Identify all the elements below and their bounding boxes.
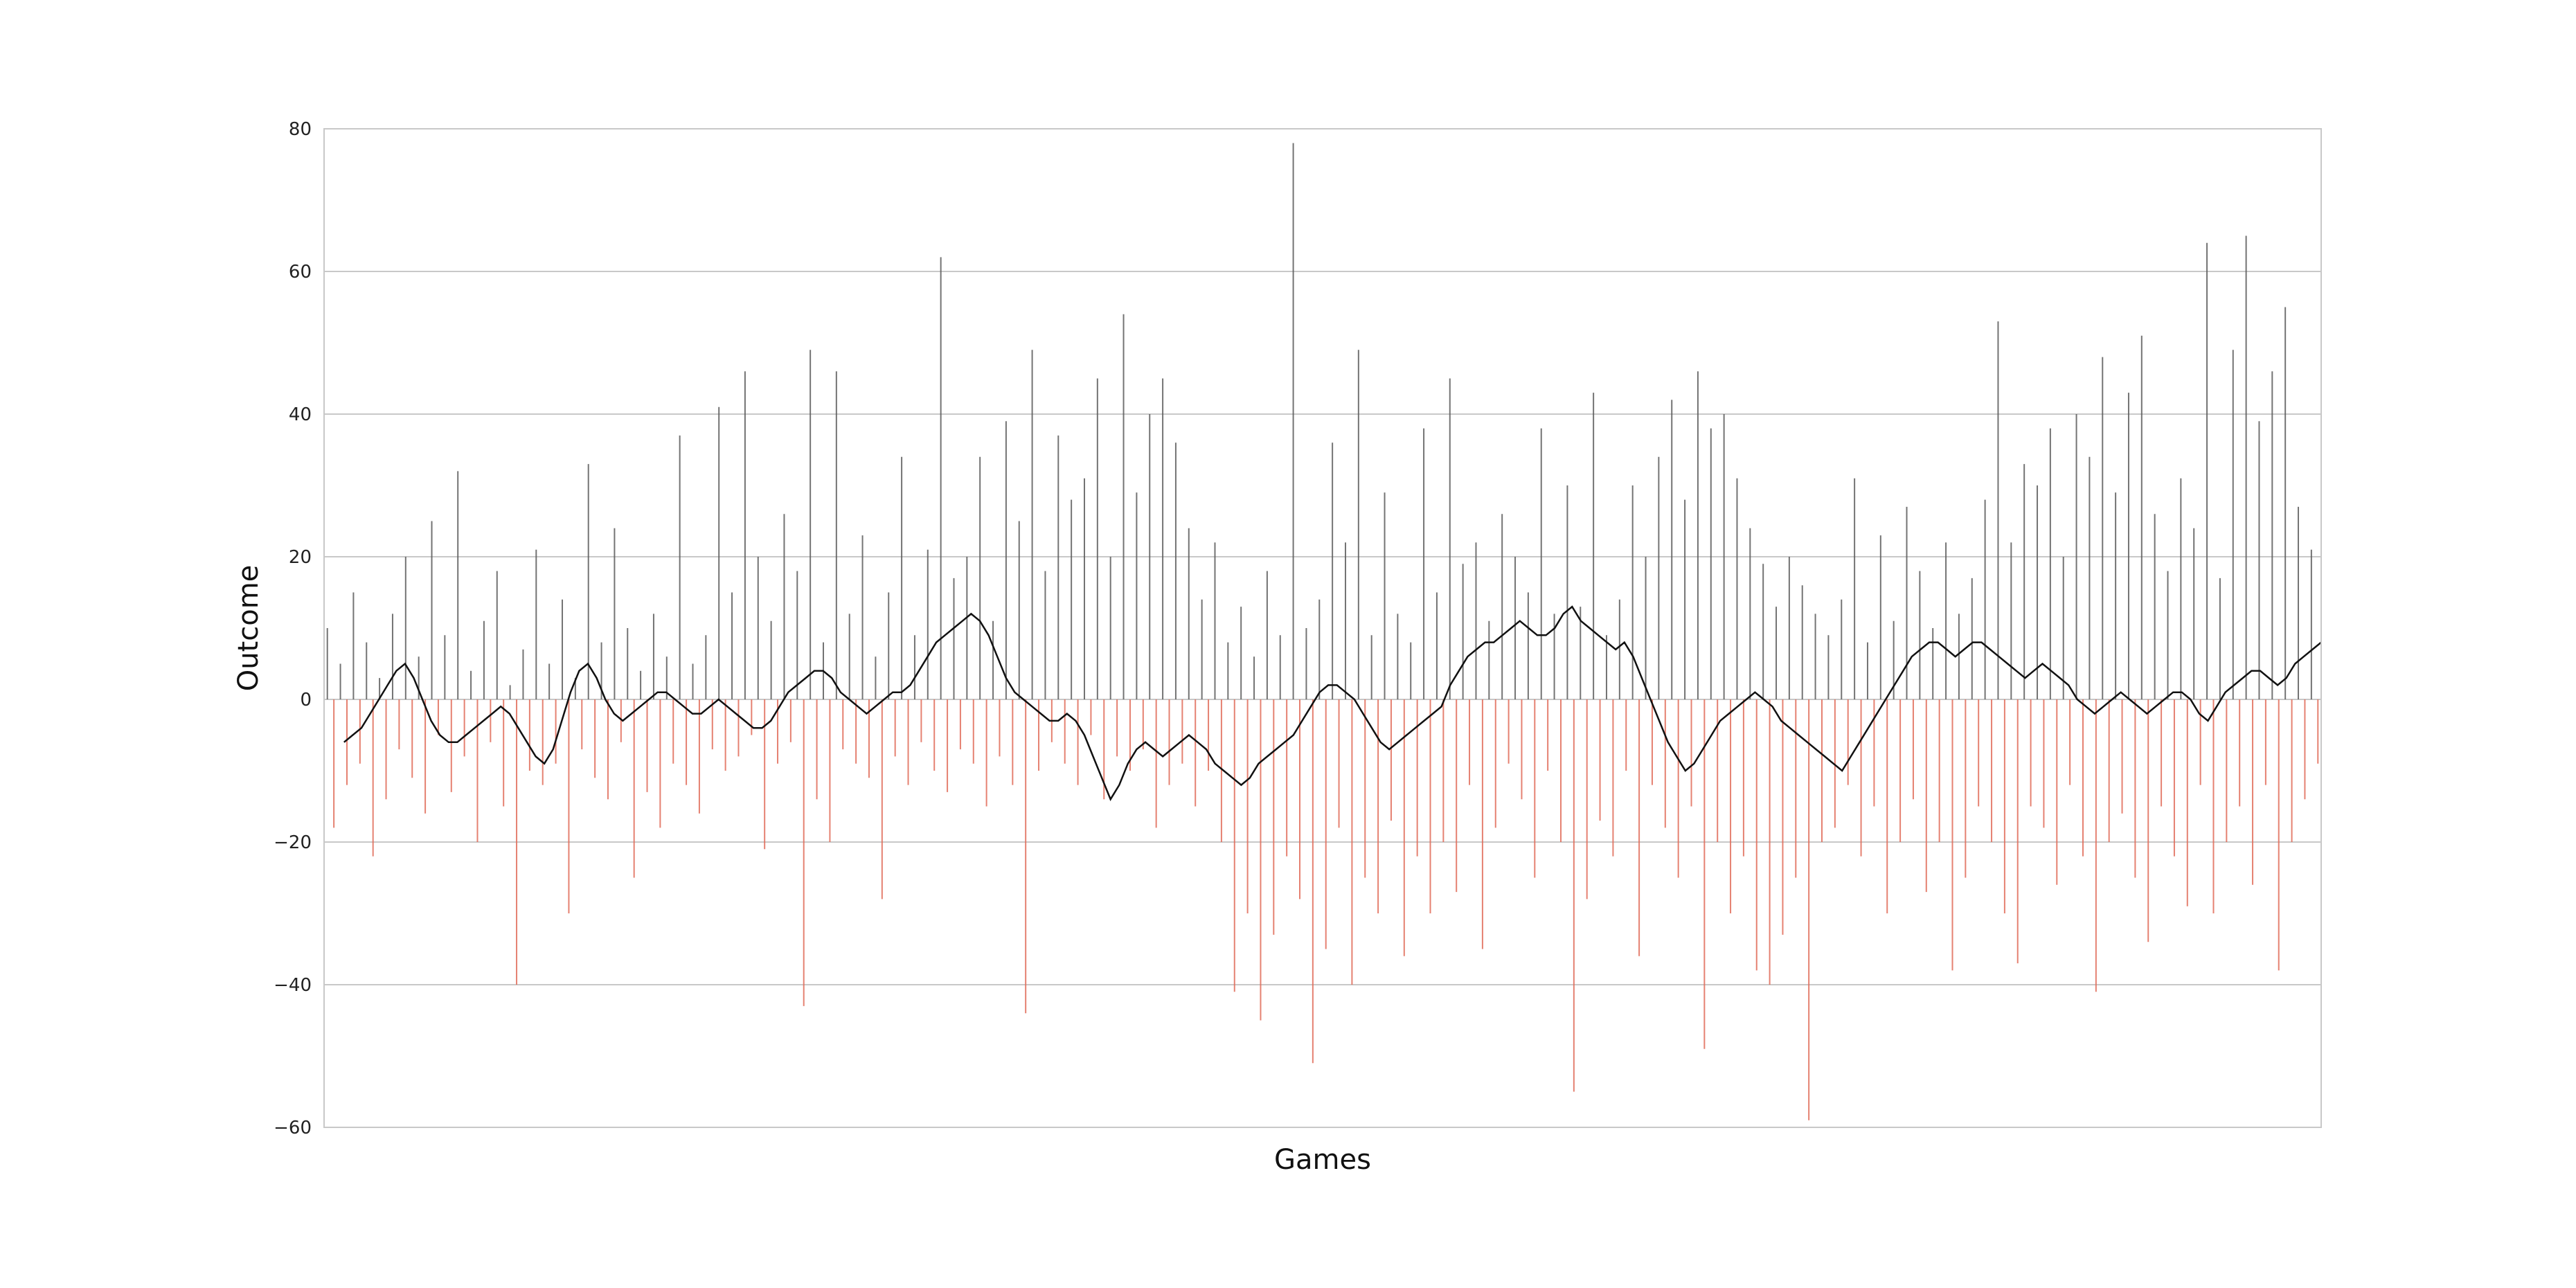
y-tick-label: −20 (274, 832, 312, 853)
outcome-bars (326, 143, 2319, 1120)
y-tick-label: 40 (289, 404, 312, 425)
y-tick-labels: 80 60 40 20 0 −20 −40 −60 (274, 119, 312, 1138)
y-tick-label: 80 (289, 119, 312, 140)
y-axis-title: Outcome (233, 565, 265, 692)
plot-frame (323, 128, 2322, 1128)
y-tick-label: 20 (289, 547, 312, 568)
y-tick-label: −60 (274, 1118, 312, 1138)
rolling-line-path (343, 605, 2322, 801)
x-axis-title: Games (1274, 1144, 1371, 1176)
gridlines (324, 128, 2321, 1128)
y-tick-label: 60 (289, 262, 312, 283)
y-tick-label: −40 (274, 975, 312, 996)
rolling-average-line (343, 605, 2322, 801)
y-tick-label: 0 (300, 690, 312, 710)
